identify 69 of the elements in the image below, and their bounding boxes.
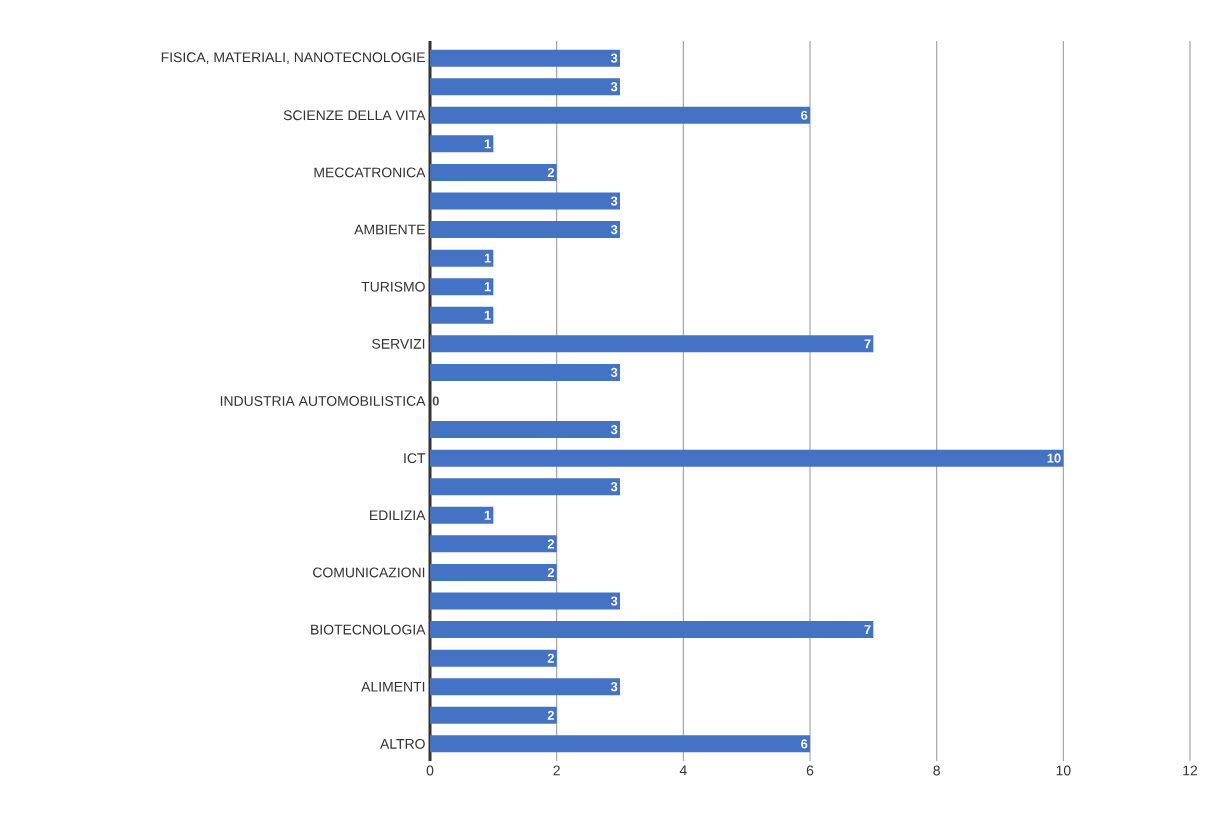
bar	[430, 306, 494, 324]
x-tick-label: 12	[1183, 765, 1198, 776]
y-tick-label: AMBIENTE	[354, 224, 425, 235]
y-tick-label: EDILIZIA	[370, 510, 426, 521]
y-tick-label: SCIENZE DELLA VITA	[283, 110, 426, 121]
data-label: 1	[484, 510, 491, 520]
y-tick-label: INDUSTRIA AUTOMOBILISTICA	[220, 396, 426, 406]
bar	[430, 649, 557, 667]
bar	[430, 106, 811, 124]
x-tick-label: 10	[1056, 765, 1071, 776]
y-tick-label: BIOTECNOLOGIA	[311, 624, 426, 635]
data-label: 2	[547, 539, 554, 549]
data-label: 3	[610, 596, 618, 606]
data-label: 2	[547, 653, 554, 663]
data-label: 3	[610, 682, 618, 692]
bar	[430, 249, 494, 267]
y-tick-label: TURISMO	[361, 281, 425, 292]
bar	[430, 163, 557, 181]
bar	[430, 363, 620, 381]
bar	[430, 78, 620, 96]
data-label: 7	[864, 339, 871, 349]
data-label: 1	[484, 253, 491, 263]
y-tick-label: ICT	[404, 453, 426, 464]
data-label: 1	[484, 282, 491, 292]
data-label: 7	[864, 625, 871, 635]
bar	[430, 449, 1064, 467]
bar	[430, 735, 811, 753]
bar	[430, 221, 620, 239]
data-label: 3	[610, 82, 618, 92]
data-label: 3	[610, 53, 618, 63]
data-label: 1	[484, 310, 491, 320]
bar	[430, 192, 620, 210]
data-label: 2	[547, 167, 554, 177]
data-label: 3	[610, 224, 618, 235]
bar	[430, 478, 620, 496]
y-tick-label: ALIMENTI	[361, 681, 425, 692]
bar	[430, 421, 620, 439]
bar	[430, 335, 874, 353]
data-label: 6	[801, 110, 808, 120]
bar	[430, 706, 557, 724]
bar	[430, 535, 557, 553]
data-label: 3	[610, 196, 618, 206]
data-label: 2	[547, 710, 554, 720]
data-label: 10	[1047, 453, 1061, 463]
bar	[430, 678, 620, 696]
bar	[430, 563, 557, 581]
data-label: 1	[484, 139, 491, 149]
bar	[430, 621, 874, 639]
data-label: 0	[432, 396, 439, 406]
data-label: 3	[610, 367, 618, 378]
y-tick-label: SERVIZI	[372, 338, 425, 349]
x-tick-label: 8	[933, 765, 940, 776]
y-tick-label: ALTRO	[380, 738, 425, 749]
x-tick-label: 6	[806, 765, 814, 776]
bar	[430, 506, 494, 524]
y-tick-label: COMUNICAZIONI	[313, 567, 425, 578]
bar	[430, 592, 620, 610]
bar	[430, 135, 494, 153]
data-label: 3	[610, 424, 618, 435]
x-tick-label: 4	[679, 765, 687, 776]
x-tick-label: 2	[553, 765, 560, 776]
x-tick-label: 0	[426, 765, 434, 776]
y-tick-label: MECCATRONICA	[314, 167, 426, 178]
data-label: 2	[547, 567, 554, 577]
bar	[430, 49, 620, 67]
data-label: 3	[610, 482, 618, 492]
data-label: 6	[801, 739, 808, 749]
bar	[430, 278, 494, 296]
y-tick-label: FISICA, MATERIALI, NANOTECNOLOGIE	[161, 52, 425, 64]
